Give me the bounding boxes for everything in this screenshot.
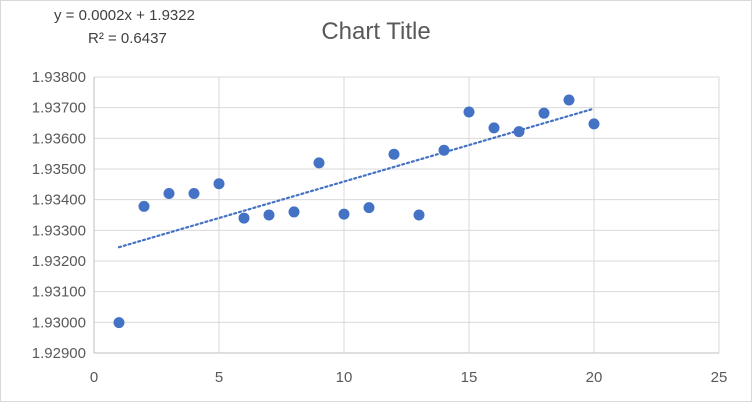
data-point <box>313 157 325 169</box>
y-tick-label: 1.93800 <box>32 69 86 86</box>
data-point <box>513 126 525 138</box>
data-point <box>338 208 350 220</box>
x-tick-label: 10 <box>336 369 353 386</box>
data-point <box>413 209 425 221</box>
data-point <box>463 106 475 118</box>
y-tick-label: 1.93700 <box>32 100 86 117</box>
tick-labels: 1.92900 1.93000 1.93100 1.93200 1.93300 1.934… <box>32 69 728 386</box>
trendline-equation: y = 0.0002x + 1.9322 <box>54 7 195 24</box>
y-tick-label: 1.93500 <box>32 161 86 178</box>
data-point <box>588 118 600 130</box>
gridlines <box>94 76 720 353</box>
x-tick-label: 25 <box>711 369 728 386</box>
y-tick-label: 1.93600 <box>32 130 86 147</box>
data-points <box>113 94 600 329</box>
trendline-r-squared: R² = 0.6437 <box>88 30 167 47</box>
chart-title: Chart Title <box>321 18 431 45</box>
data-point <box>538 107 550 119</box>
y-tick-label: 1.92900 <box>32 345 86 362</box>
x-tick-label: 5 <box>215 369 223 386</box>
data-point <box>213 178 225 190</box>
data-point <box>388 148 400 160</box>
data-point <box>238 212 250 224</box>
x-tick-label: 0 <box>90 369 98 386</box>
data-point <box>163 188 175 200</box>
data-point <box>113 317 125 329</box>
data-point <box>263 209 275 221</box>
x-tick-label: 15 <box>461 369 478 386</box>
y-tick-label: 1.93000 <box>32 314 86 331</box>
data-point <box>288 206 300 218</box>
data-point <box>563 94 575 106</box>
y-tick-label: 1.93300 <box>32 222 86 239</box>
y-tick-label: 1.93100 <box>32 284 86 301</box>
x-tick-label: 20 <box>586 369 603 386</box>
axes <box>93 77 719 354</box>
data-point <box>188 188 200 200</box>
y-tick-label: 1.93400 <box>32 192 86 209</box>
data-point <box>488 122 500 134</box>
data-point <box>138 200 150 212</box>
data-point <box>363 202 375 214</box>
data-point <box>438 144 450 156</box>
y-tick-label: 1.93200 <box>32 253 86 270</box>
